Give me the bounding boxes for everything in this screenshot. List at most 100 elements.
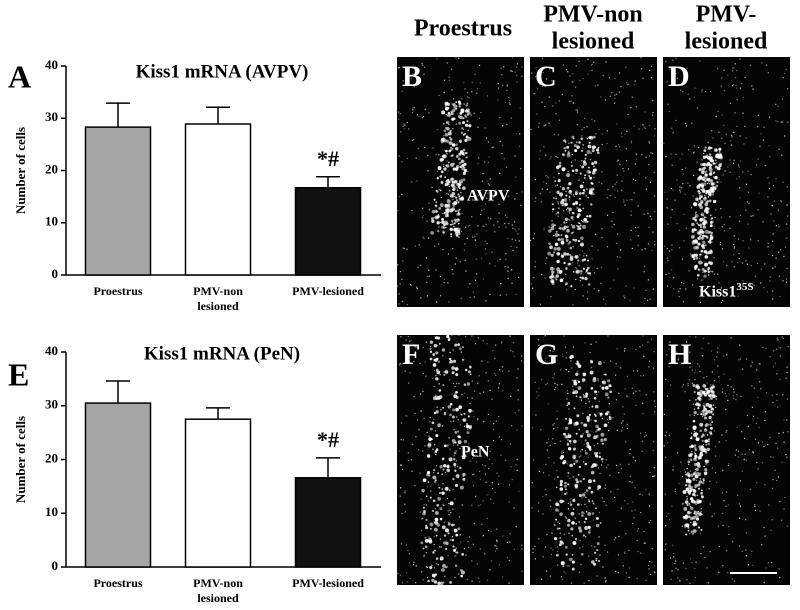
speckle [757,126,759,128]
speckle [425,552,427,554]
speckle [588,500,591,503]
speckle [462,178,466,182]
speckle [591,171,596,175]
speckle [519,133,521,135]
speckle [726,354,728,356]
speckle [584,153,587,157]
speckle [463,548,466,550]
speckle [688,453,692,457]
speckle [718,131,720,133]
speckle [636,370,639,372]
speckle [689,414,691,416]
speckle [739,358,741,360]
speckle [459,448,461,450]
speckle [630,140,633,142]
speckle [761,462,764,464]
speckle [451,335,453,337]
speckle [573,195,575,198]
speckle [434,336,438,340]
speckle [531,72,533,74]
speckle [452,488,454,490]
speckle [667,223,669,225]
speckle [580,270,583,273]
speckle [423,555,425,558]
speckle [750,365,752,367]
speckle [678,483,680,485]
speckle [546,442,549,444]
speckle [412,73,414,75]
speckle [466,428,469,431]
speckle [564,149,567,152]
chart-title: Kiss1 mRNA (PeN) [144,343,300,364]
speckle [723,373,725,375]
speckle [536,88,539,90]
speckle [518,228,520,230]
speckle [503,66,505,68]
speckle [441,142,443,144]
speckle [775,120,777,122]
speckle [507,277,509,280]
speckle [398,364,401,366]
speckle [702,189,706,193]
speckle [737,456,739,458]
speckle [672,469,674,471]
speckle [448,76,450,78]
speckle [509,335,511,337]
speckle [453,180,458,184]
speckle [577,262,579,264]
speckle [438,383,441,385]
speckle [731,261,733,263]
speckle [741,470,743,472]
speckle [626,82,628,84]
speckle [448,149,452,153]
speckle [546,257,548,259]
speckle [565,553,568,556]
speckle [726,430,728,432]
speckle [689,582,691,584]
speckle [581,220,584,222]
speckle [603,438,607,442]
speckle [571,534,574,537]
speckle [401,161,403,163]
speckle [748,202,750,204]
speckle [534,545,536,548]
speckle [598,412,600,414]
speckle [653,350,655,353]
speckle [617,268,619,270]
speckle [740,395,742,398]
speckle [469,296,471,299]
speckle [506,556,509,559]
speckle [465,123,469,127]
speckle [695,211,697,214]
speckle [425,495,428,498]
speckle [536,113,538,115]
speckle [695,256,699,260]
speckle [702,240,706,245]
speckle [566,173,571,178]
speckle [452,477,455,481]
speckle [743,437,746,440]
speckle [538,344,540,346]
speckle [500,67,502,69]
speckle [433,567,436,569]
speckle [747,170,749,172]
speckle [453,428,455,431]
speckle [423,510,426,513]
speckle [704,171,706,173]
speckle [717,110,719,113]
speckle [521,544,523,546]
speckle [429,340,434,344]
speckle [692,488,696,493]
speckle [484,203,487,205]
speckle [697,499,702,504]
speckle [700,489,703,492]
speckle [480,111,482,114]
speckle [435,410,439,414]
speckle [452,185,456,189]
speckle [427,443,432,448]
speckle [572,245,574,248]
speckle [576,111,579,113]
speckle [564,488,567,491]
speckle [686,428,688,430]
speckle [433,527,438,532]
